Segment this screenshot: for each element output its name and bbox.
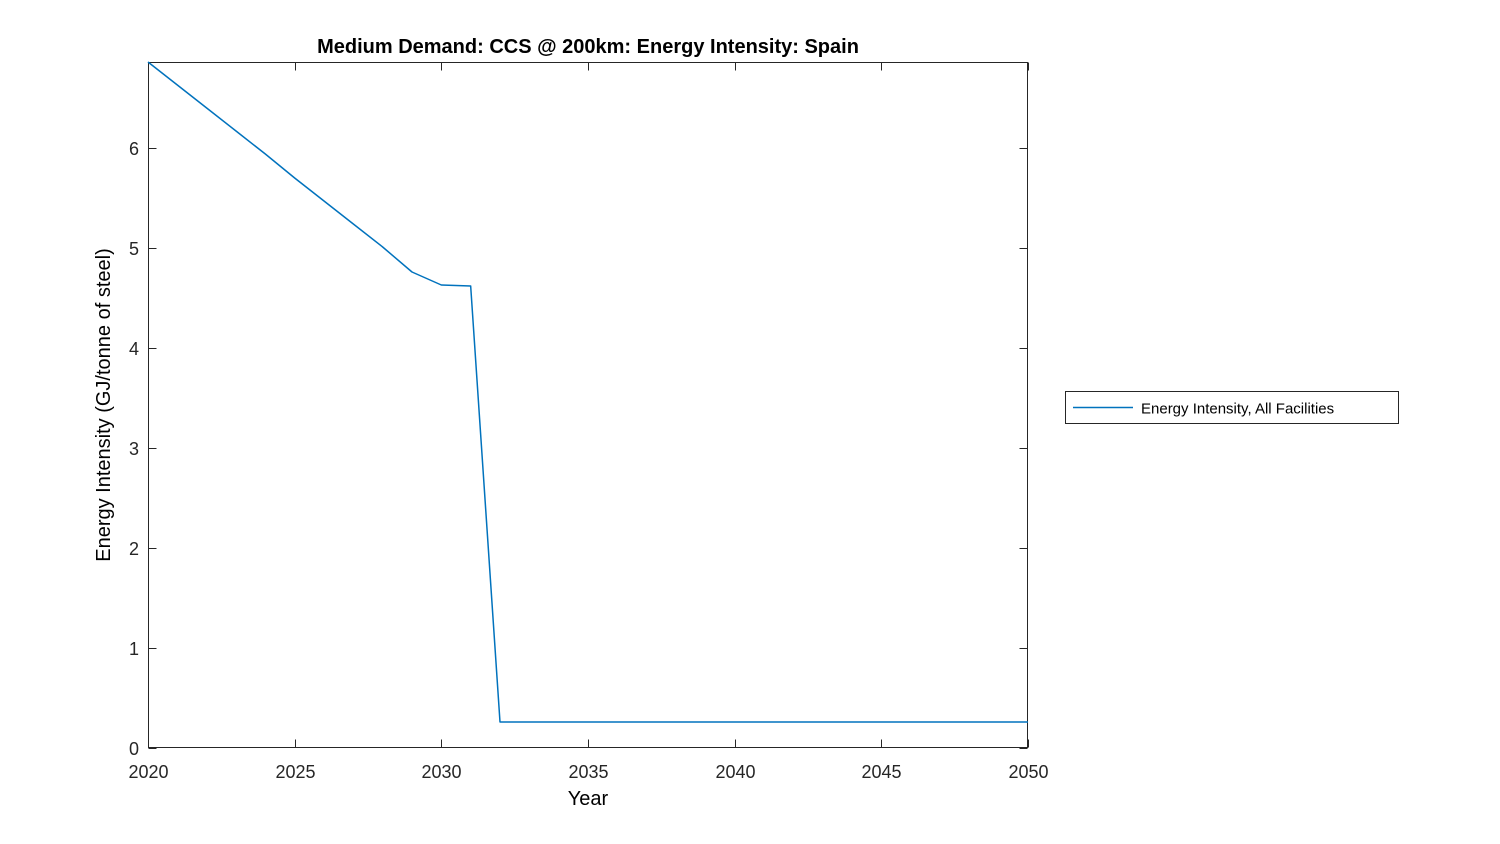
x-tick-label: 2020 [128,762,168,782]
legend-label: Energy Intensity, All Facilities [1141,400,1334,417]
chart-title: Medium Demand: CCS @ 200km: Energy Inten… [317,36,859,58]
y-axis-label: Energy Intensity (GJ/tonne of steel) [93,248,115,562]
plot-border [148,62,1028,748]
y-tick-label: 4 [129,339,139,359]
x-tick-label: 2050 [1008,762,1048,782]
legend: Energy Intensity, All Facilities [1065,391,1399,424]
x-tick-label: 2025 [275,762,315,782]
y-tick-label: 6 [129,139,139,159]
x-axis-label: Year [568,788,609,810]
series-line [147,61,1028,723]
y-tick-label: 1 [129,639,139,659]
x-tick-label: 2040 [715,762,755,782]
y-tick-label: 5 [129,239,139,259]
y-tick-label: 3 [129,439,139,459]
x-tick-label: 2035 [568,762,608,782]
y-tick-label: 0 [129,739,139,759]
y-tick-label: 2 [129,539,139,559]
plot-area: 2020 2025 2030 2035 2040 2045 2050 0 1 2 3 4 5 6 [128,61,1049,782]
x-tick-label: 2045 [861,762,901,782]
x-tick-label: 2030 [421,762,461,782]
